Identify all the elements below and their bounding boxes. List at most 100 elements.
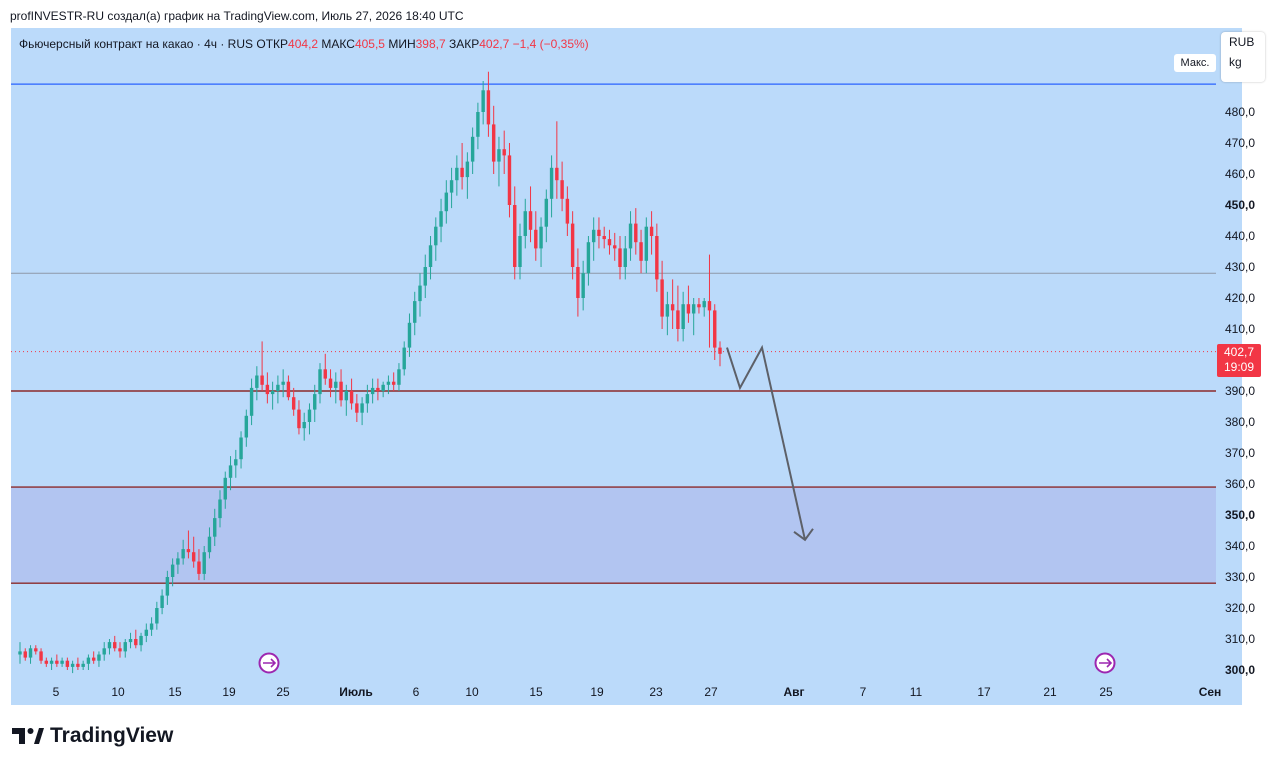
- candle[interactable]: [628, 211, 633, 261]
- candle[interactable]: [118, 642, 122, 658]
- candle[interactable]: [486, 71, 491, 137]
- candle[interactable]: [391, 372, 396, 391]
- candle[interactable]: [28, 645, 33, 664]
- candle[interactable]: [602, 226, 606, 249]
- candle[interactable]: [139, 632, 143, 652]
- candle[interactable]: [228, 456, 233, 491]
- candle[interactable]: [555, 121, 559, 199]
- candle[interactable]: [428, 236, 433, 280]
- candle[interactable]: [528, 186, 533, 243]
- candle[interactable]: [697, 298, 701, 314]
- candle[interactable]: [197, 549, 201, 581]
- candle[interactable]: [328, 369, 333, 398]
- candle[interactable]: [339, 369, 343, 407]
- candle[interactable]: [502, 130, 506, 174]
- candle[interactable]: [581, 260, 585, 311]
- candle[interactable]: [318, 363, 322, 404]
- candle[interactable]: [223, 471, 227, 509]
- candle[interactable]: [107, 639, 112, 655]
- candle[interactable]: [397, 363, 401, 391]
- candle[interactable]: [65, 657, 70, 670]
- candle[interactable]: [713, 304, 717, 360]
- candle[interactable]: [276, 375, 280, 404]
- candle[interactable]: [418, 273, 422, 317]
- candle[interactable]: [302, 412, 306, 441]
- forecast-path[interactable]: [726, 344, 806, 541]
- candle[interactable]: [86, 654, 91, 671]
- candle[interactable]: [281, 369, 285, 398]
- candle[interactable]: [444, 180, 449, 224]
- candle[interactable]: [618, 236, 622, 280]
- candle[interactable]: [649, 211, 654, 255]
- candle[interactable]: [576, 248, 580, 317]
- candle[interactable]: [23, 648, 27, 661]
- candle[interactable]: [513, 186, 517, 280]
- candle[interactable]: [297, 400, 301, 435]
- candle[interactable]: [376, 378, 380, 401]
- candle[interactable]: [128, 632, 133, 649]
- candle[interactable]: [544, 189, 549, 243]
- candle[interactable]: [665, 291, 670, 336]
- candle[interactable]: [686, 285, 691, 323]
- candle[interactable]: [565, 186, 570, 236]
- candle[interactable]: [76, 657, 80, 670]
- candle[interactable]: [134, 629, 138, 649]
- candle[interactable]: [313, 384, 317, 422]
- candle[interactable]: [465, 152, 470, 199]
- candle[interactable]: [613, 232, 617, 261]
- candle[interactable]: [360, 397, 364, 426]
- candle[interactable]: [539, 217, 543, 267]
- candle[interactable]: [155, 601, 159, 630]
- candle[interactable]: [534, 211, 538, 261]
- candle[interactable]: [123, 639, 127, 658]
- candle[interactable]: [344, 384, 349, 416]
- candle[interactable]: [591, 217, 596, 261]
- candle[interactable]: [49, 657, 54, 670]
- candle[interactable]: [413, 291, 417, 336]
- replay-marker-1[interactable]: [258, 652, 280, 674]
- candle[interactable]: [676, 285, 680, 342]
- candle[interactable]: [97, 651, 101, 667]
- candle[interactable]: [370, 378, 375, 404]
- candle[interactable]: [481, 81, 485, 125]
- candle[interactable]: [355, 394, 359, 422]
- candle[interactable]: [570, 211, 575, 280]
- candle[interactable]: [597, 217, 601, 249]
- candle[interactable]: [402, 341, 406, 376]
- candle[interactable]: [507, 143, 512, 218]
- candle[interactable]: [291, 387, 296, 416]
- tradingview-logo[interactable]: TradingView: [12, 724, 173, 748]
- candle[interactable]: [44, 657, 49, 667]
- candle[interactable]: [91, 651, 96, 664]
- candle[interactable]: [386, 375, 391, 395]
- replay-marker-2[interactable]: [1094, 652, 1116, 674]
- candle[interactable]: [607, 229, 612, 255]
- candle[interactable]: [244, 409, 249, 447]
- candle[interactable]: [102, 642, 106, 661]
- candle[interactable]: [18, 642, 22, 664]
- candle[interactable]: [560, 161, 564, 212]
- candle[interactable]: [707, 254, 712, 348]
- candle[interactable]: [349, 378, 354, 410]
- candle[interactable]: [39, 648, 43, 664]
- candle[interactable]: [265, 372, 270, 404]
- candle[interactable]: [439, 198, 443, 243]
- candle[interactable]: [286, 375, 291, 401]
- candle[interactable]: [434, 217, 438, 261]
- candle[interactable]: [70, 660, 75, 674]
- candle[interactable]: [449, 167, 454, 209]
- candle[interactable]: [239, 431, 243, 469]
- candle[interactable]: [323, 353, 327, 385]
- candle[interactable]: [491, 105, 496, 174]
- candle[interactable]: [460, 143, 464, 190]
- candle[interactable]: [170, 558, 175, 587]
- candle[interactable]: [407, 313, 412, 357]
- candle[interactable]: [381, 381, 385, 398]
- candle[interactable]: [476, 102, 480, 150]
- candle[interactable]: [681, 291, 685, 342]
- candle[interactable]: [113, 635, 117, 652]
- candle[interactable]: [181, 539, 185, 565]
- candle[interactable]: [249, 378, 254, 426]
- candle[interactable]: [718, 341, 722, 367]
